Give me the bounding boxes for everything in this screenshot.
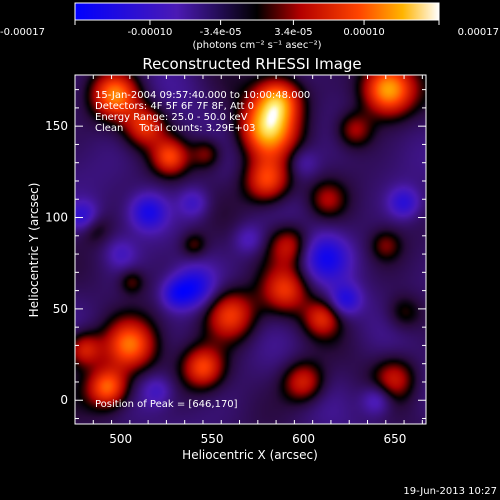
colorbar-gradient: [74, 2, 440, 21]
peak-position-text: Position of Peak = [646,170]: [95, 399, 238, 410]
y-tick-label: 100: [45, 211, 68, 225]
plot-frame: [74, 74, 427, 425]
heatmap-image: [75, 75, 426, 424]
x-tick-label: 650: [383, 432, 406, 446]
x-axis-label: Heliocentric X (arcsec): [182, 448, 318, 462]
chart-title: Reconstructed RHESSI Image: [142, 55, 361, 73]
y-tick-label: 50: [53, 302, 68, 316]
x-tick-label: 600: [292, 432, 315, 446]
heatmap-plot-area: [74, 74, 427, 425]
colorbar-tick-label: -3.4e-05: [200, 27, 242, 38]
annotation-energy: Energy Range: 25.0 - 50.0 keV: [95, 112, 248, 123]
annotation-detectors: Detectors: 4F 5F 6F 7F 8F, Att 0: [95, 101, 254, 112]
annotation-clean: Clean Total counts: 3.29E+03: [95, 123, 255, 134]
y-axis: 0 50 100 150: [45, 89, 426, 420]
colorbar-tick-label: 3.4e-05: [274, 27, 312, 38]
colorbar-tick-label: -0.00010: [127, 27, 172, 38]
colorbar: -0.00017 -0.00010 -3.4e-05 3.4e-05 0.00010 0.…: [0, 2, 499, 51]
colorbar-tick-label: 0.00010: [343, 27, 384, 38]
colorbar-units-label: (photons cm⁻² s⁻¹ asec⁻²): [192, 40, 321, 51]
annotation-time: 15-Jan-2004 09:57:40.000 to 10:00:48.000: [95, 90, 310, 101]
y-tick-label: 150: [45, 119, 68, 133]
y-axis-label: Heliocentric Y (arcsec): [27, 183, 41, 318]
colorbar-tick-label: -0.00017: [0, 27, 45, 38]
x-tick-label: 550: [201, 432, 224, 446]
colorbar-tick-label: 0.00017: [458, 27, 499, 38]
x-axis: 500 550 600 650: [74, 75, 423, 446]
footer-date: 19-Jun-2013 10:27: [403, 486, 497, 497]
colorbar-ticks: -0.00017 -0.00010 -3.4e-05 3.4e-05 0.00010 0.…: [0, 20, 499, 38]
x-tick-label: 500: [109, 432, 132, 446]
plot-annotations: 15-Jan-2004 09:57:40.000 to 10:00:48.000…: [95, 90, 310, 410]
y-tick-label: 0: [60, 393, 68, 407]
